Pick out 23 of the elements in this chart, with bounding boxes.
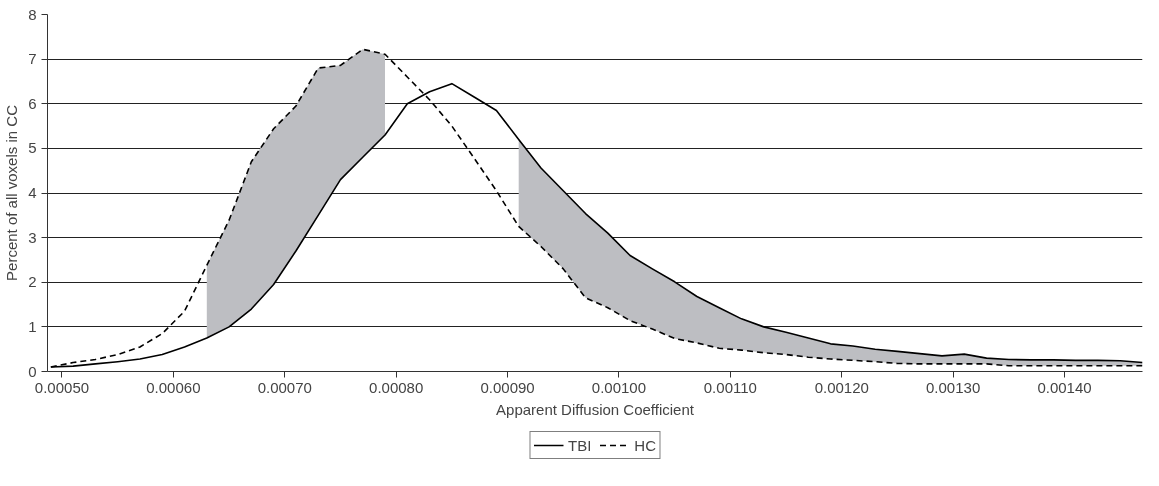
legend-label: TBI (567, 436, 592, 454)
x-tick-label: 0.00140 (1037, 378, 1092, 396)
y-tick-label: 2 (28, 273, 37, 291)
x-tick-label: 0.00080 (369, 378, 424, 396)
x-tick-label: 0.00110 (703, 378, 757, 396)
x-tick-label: 0.00090 (480, 378, 535, 396)
x-tick-label: 0.00070 (257, 378, 312, 396)
y-axis-title: Percent of all voxels in CC (3, 104, 21, 281)
y-tick-label: 5 (28, 139, 37, 157)
x-axis-title: Apparent Diffusion Coefficient (496, 400, 695, 418)
y-tick-label: 6 (28, 94, 37, 112)
legend-label: HC (634, 436, 657, 454)
y-tick-label: 4 (28, 184, 37, 201)
x-tick-label: 0.00130 (926, 378, 981, 396)
y-tick-label: 8 (28, 5, 37, 23)
x-tick-label: 0.00120 (814, 378, 869, 396)
y-tick-label: 3 (28, 228, 37, 246)
x-tick-label: 0.00060 (146, 378, 201, 396)
y-tick-label: 1 (28, 317, 37, 335)
x-tick-label: 0.00050 (34, 378, 90, 396)
y-tick-label: 0 (28, 362, 37, 380)
x-tick-label: 0.00100 (591, 378, 647, 396)
y-tick-label: 7 (28, 50, 37, 68)
